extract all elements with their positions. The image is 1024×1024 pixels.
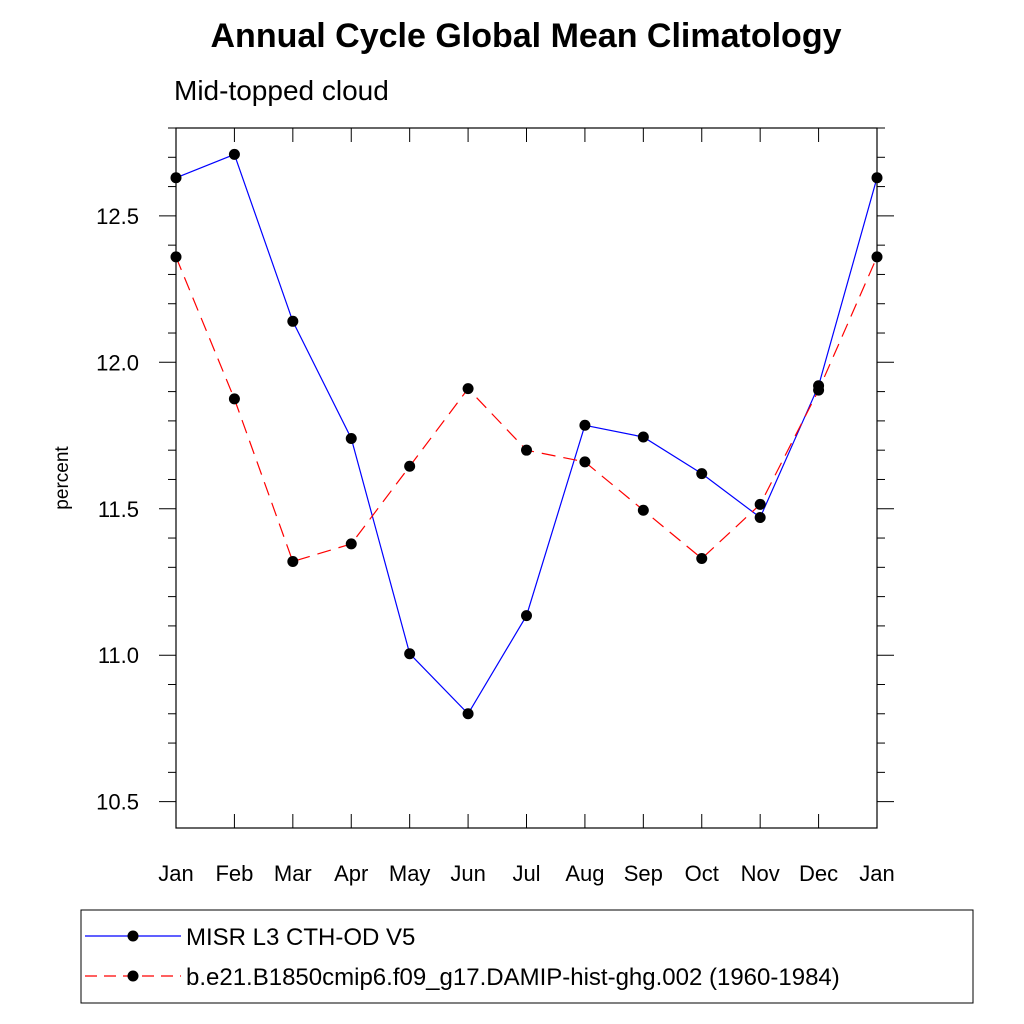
series-0-point bbox=[345, 432, 357, 444]
x-tick-label: Nov bbox=[741, 861, 780, 886]
y-tick-label: 10.5 bbox=[96, 790, 139, 815]
series-1-point bbox=[345, 538, 357, 550]
x-tick-label: Jan bbox=[158, 861, 193, 886]
x-tick-label: Jun bbox=[450, 861, 485, 886]
chart-subtitle: Mid-topped cloud bbox=[174, 75, 389, 106]
series-1-point bbox=[228, 393, 240, 405]
series-0-point bbox=[287, 315, 299, 327]
series-1-point bbox=[462, 383, 474, 395]
series-line-1 bbox=[175, 256, 878, 563]
series-1-point bbox=[287, 555, 299, 567]
legend-marker-model bbox=[127, 970, 139, 982]
series-0-point bbox=[521, 610, 532, 622]
y-tick-label: 11.5 bbox=[98, 497, 139, 522]
y-tick-label: 11.0 bbox=[98, 643, 139, 668]
x-tick-labels: Jan Feb Mar Apr May Jun Jul Aug Sep Oct Nov Dec Jan bbox=[158, 861, 894, 886]
y-axis-label: percent bbox=[52, 446, 73, 510]
series-1-point bbox=[521, 444, 532, 456]
series-0-point bbox=[228, 148, 240, 160]
series-0-point bbox=[637, 431, 649, 443]
series-0-point bbox=[754, 512, 766, 524]
series-1-point bbox=[579, 456, 591, 468]
x-tick-label: Feb bbox=[215, 861, 253, 886]
chart-title: Annual Cycle Global Mean Climatology bbox=[211, 17, 842, 55]
legend-box bbox=[80, 909, 974, 1004]
series-line-0 bbox=[175, 153, 878, 715]
legend-label-model: b.e21.B1850cmip6.f09_g17.DAMIP-hist-ghg.… bbox=[186, 964, 840, 991]
x-tick-label: Dec bbox=[799, 861, 838, 886]
x-tick-label: Jan bbox=[859, 861, 894, 886]
y-tick-label: 12.0 bbox=[96, 350, 139, 375]
series-lines bbox=[170, 148, 883, 720]
series-1-point bbox=[813, 384, 825, 396]
x-tick-label: Jul bbox=[512, 861, 540, 886]
series-1-point bbox=[637, 504, 649, 516]
y-tick-labels: 10.5 11.0 11.5 12.0 12.5 bbox=[96, 204, 139, 815]
x-tick-label: Sep bbox=[624, 861, 663, 886]
legend: MISR L3 CTH-OD V5 b.e21.B1850cmip6.f09_g… bbox=[80, 909, 974, 1004]
axis-ticks bbox=[159, 127, 894, 828]
series-1-point bbox=[696, 553, 708, 565]
legend-label-misr: MISR L3 CTH-OD V5 bbox=[186, 924, 415, 951]
x-tick-label: Mar bbox=[274, 861, 312, 886]
series-1-point bbox=[404, 460, 416, 472]
series-1-point bbox=[754, 498, 766, 510]
series-0-point bbox=[404, 648, 416, 660]
x-tick-label: May bbox=[389, 861, 431, 886]
x-tick-label: Aug bbox=[565, 861, 604, 886]
series-0-point bbox=[462, 708, 474, 720]
series-0-point bbox=[696, 468, 708, 480]
x-tick-label: Oct bbox=[685, 861, 719, 886]
legend-marker-misr bbox=[127, 930, 139, 942]
plot-frame bbox=[175, 127, 878, 829]
series-0-point bbox=[579, 419, 591, 431]
x-tick-label: Apr bbox=[334, 861, 368, 886]
y-tick-label: 12.5 bbox=[96, 204, 139, 229]
